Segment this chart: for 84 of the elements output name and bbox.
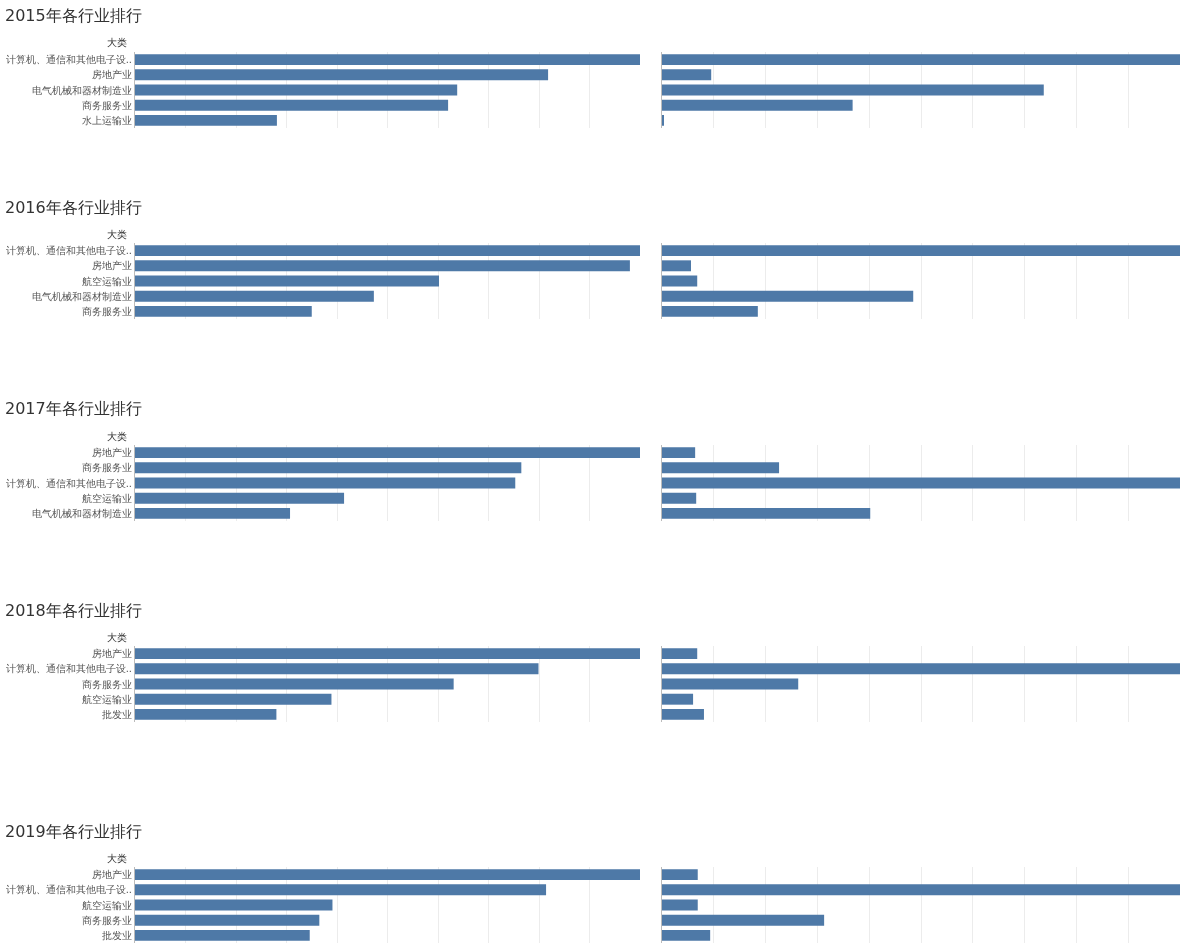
bar — [662, 54, 1180, 66]
bar — [135, 648, 640, 660]
bar — [662, 260, 692, 272]
bar — [135, 69, 549, 81]
y-tick-label: 电气机械和器材制造业 — [32, 84, 132, 96]
y-tick-label: 计算机、通信和其他电子设.. — [5, 884, 132, 896]
y-tick-label: 商务服务业 — [82, 678, 132, 690]
bar — [662, 663, 1180, 675]
chart-title: 2019年各行业排行 — [5, 822, 142, 841]
bar — [662, 462, 780, 474]
bar — [662, 99, 853, 111]
y-axis-title: 大类 — [107, 632, 127, 643]
y-tick-label: 商务服务业 — [82, 914, 132, 926]
y-tick-label: 航空运输业 — [82, 899, 132, 911]
bar — [662, 869, 698, 881]
bar — [662, 507, 871, 519]
y-tick-label: 计算机、通信和其他电子设.. — [5, 477, 132, 489]
y-tick-label: 计算机、通信和其他电子设.. — [5, 663, 132, 675]
bar — [135, 275, 440, 287]
y-tick-label: 商务服务业 — [82, 462, 132, 474]
chart-title: 2015年各行业排行 — [5, 6, 142, 25]
bar — [135, 929, 310, 941]
bar — [662, 899, 698, 911]
y-tick-label: 房地产业 — [92, 69, 132, 81]
bar — [662, 492, 697, 504]
y-tick-label: 商务服务业 — [82, 99, 132, 111]
chart-title: 2018年各行业排行 — [5, 601, 142, 620]
bar — [662, 84, 1044, 96]
bar — [662, 914, 825, 926]
bar — [662, 290, 914, 302]
bar — [662, 477, 1180, 489]
bar — [135, 260, 630, 272]
y-tick-label: 房地产业 — [92, 447, 132, 459]
bar — [135, 290, 374, 302]
y-tick-label: 批发业 — [102, 929, 132, 941]
y-tick-label: 商务服务业 — [82, 305, 132, 317]
y-axis-title: 大类 — [107, 431, 127, 442]
y-tick-label: 电气机械和器材制造业 — [32, 290, 132, 302]
bar — [135, 693, 332, 705]
y-tick-label: 房地产业 — [92, 648, 132, 660]
y-tick-label: 计算机、通信和其他电子设.. — [5, 245, 132, 257]
y-tick-label: 房地产业 — [92, 869, 132, 881]
bar — [135, 305, 312, 317]
bar — [662, 929, 711, 941]
bar — [135, 914, 320, 926]
bar — [135, 462, 522, 474]
bar — [135, 492, 345, 504]
chart-title: 2016年各行业排行 — [5, 198, 142, 217]
bar — [662, 884, 1180, 896]
bar — [662, 447, 696, 459]
bar — [662, 708, 704, 720]
y-tick-label: 批发业 — [102, 708, 132, 720]
bar — [135, 869, 640, 881]
bar — [662, 305, 758, 317]
bar — [662, 648, 698, 660]
y-tick-label: 计算机、通信和其他电子设.. — [5, 54, 132, 66]
bar — [135, 84, 458, 96]
bar — [135, 507, 291, 519]
bar — [135, 114, 277, 126]
y-tick-label: 航空运输业 — [82, 275, 132, 287]
y-axis-title: 大类 — [107, 229, 127, 240]
bar — [135, 678, 454, 690]
bar — [135, 708, 277, 720]
bar — [662, 693, 694, 705]
bar — [662, 678, 799, 690]
y-tick-label: 航空运输业 — [82, 693, 132, 705]
chart-title: 2017年各行业排行 — [5, 399, 142, 418]
bar — [135, 447, 640, 459]
y-axis-title: 大类 — [107, 853, 127, 864]
bar — [135, 899, 333, 911]
bar — [135, 54, 640, 66]
bar — [662, 245, 1180, 257]
bar — [135, 884, 547, 896]
y-tick-label: 电气机械和器材制造业 — [32, 507, 132, 519]
bar — [135, 477, 516, 489]
y-tick-label: 房地产业 — [92, 260, 132, 272]
bar — [135, 99, 449, 111]
y-tick-label: 航空运输业 — [82, 492, 132, 504]
bar — [662, 275, 698, 287]
bar — [662, 69, 712, 81]
bar — [135, 663, 539, 675]
bar — [135, 245, 640, 257]
y-axis-title: 大类 — [107, 37, 127, 48]
y-tick-label: 水上运输业 — [82, 114, 132, 126]
